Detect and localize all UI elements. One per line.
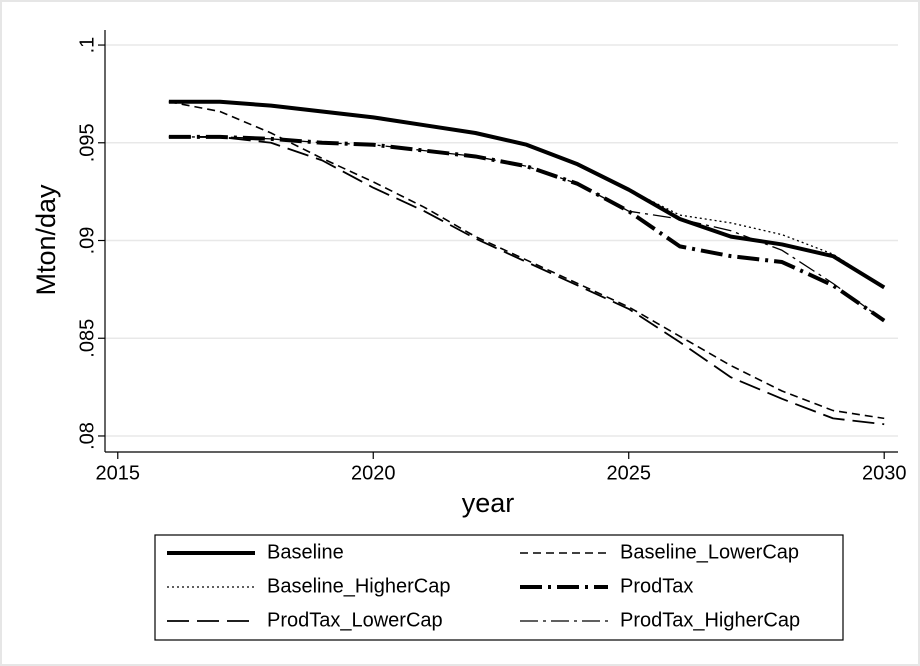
y-tick-label: .1 <box>76 37 98 54</box>
y-tick-label: .09 <box>76 227 98 255</box>
legend-label: Baseline_HigherCap <box>267 575 450 597</box>
y-axis-title: Mton/day <box>31 184 61 296</box>
series-line <box>168 136 885 322</box>
x-tick-label: 2020 <box>351 462 396 484</box>
x-tick-label: 2015 <box>96 462 141 484</box>
legend-box <box>154 534 844 641</box>
legend-label: ProdTax_LowerCap <box>267 609 443 631</box>
y-tick-label: .085 <box>76 319 98 358</box>
series-line <box>168 134 886 323</box>
y-tick-label: .095 <box>76 123 98 162</box>
x-tick-label: 2025 <box>606 462 651 484</box>
series-line <box>168 136 885 426</box>
x-tick-label: 2030 <box>862 462 907 484</box>
legend-label: ProdTax <box>620 575 693 597</box>
legend-label: ProdTax_HigherCap <box>620 609 800 631</box>
y-tick-label: .08 <box>76 422 98 450</box>
legend-label: Baseline <box>267 541 344 563</box>
legend-label: Baseline_LowerCap <box>620 541 799 563</box>
series-line <box>168 100 885 420</box>
x-axis-title: year <box>462 488 515 518</box>
series-line <box>168 101 885 288</box>
